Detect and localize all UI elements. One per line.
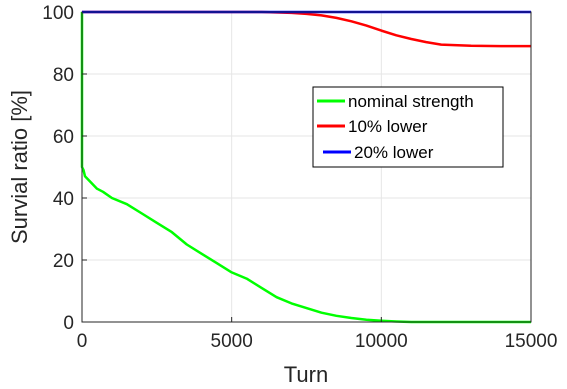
y-tick-label: 100: [42, 3, 74, 24]
y-tick-label: 20: [53, 251, 74, 272]
x-tick-label: 0: [77, 331, 88, 352]
x-axis-label: Turn: [284, 362, 328, 387]
tick-group: 0 5000 10000 15000 0 20 40 60 80 100: [42, 3, 557, 352]
y-tick-label: 60: [53, 127, 74, 148]
y-tick-label: 80: [53, 65, 74, 86]
y-tick-label: 0: [63, 313, 74, 334]
x-tick-label: 5000: [211, 331, 253, 352]
x-tick-label: 15000: [505, 331, 558, 352]
plot-frame: [81, 11, 532, 323]
legend-label-10-lower: 10% lower: [348, 117, 428, 136]
x-tick-label: 10000: [355, 331, 408, 352]
y-tick-label: 40: [53, 189, 74, 210]
legend-label-nominal-strength: nominal strength: [348, 92, 474, 111]
legend-label-20-lower: 20% lower: [354, 143, 434, 162]
legend: nominal strength 10% lower 20% lower: [312, 86, 504, 168]
y-axis-label: Survial ratio [%]: [7, 90, 32, 244]
